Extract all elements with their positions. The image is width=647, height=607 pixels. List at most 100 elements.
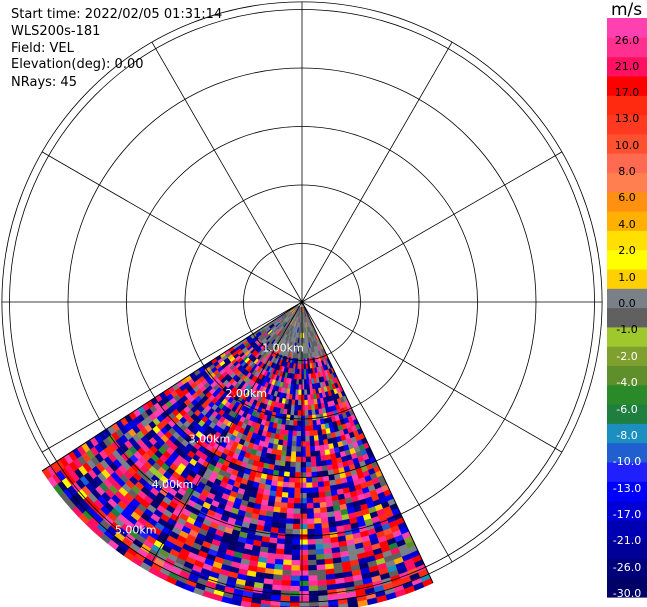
velocity-gate (274, 553, 284, 560)
velocity-gate (291, 539, 301, 546)
start-time-label: Start time: 2022/02/05 01:31:14 (11, 7, 223, 22)
velocity-gate (283, 549, 293, 556)
colorbar-tick-label: -6.0 (616, 403, 637, 416)
colorbar-segment (607, 423, 647, 444)
velocity-gate (286, 440, 293, 447)
velocity-gate (305, 466, 312, 473)
colorbar-segment (607, 230, 647, 251)
velocity-gate (328, 604, 339, 607)
colorbar-segment (607, 153, 647, 173)
velocity-gate (260, 603, 271, 607)
instrument-label: WLS200s-181 (11, 24, 101, 39)
colorbar-segment (607, 172, 647, 193)
velocity-gate (308, 595, 319, 602)
velocity-gate (299, 508, 308, 515)
velocity-gate (287, 497, 295, 504)
velocity-gate (300, 420, 306, 427)
velocity-gate (299, 544, 308, 551)
velocity-gate (319, 501, 327, 509)
velocity-gate (318, 439, 324, 446)
velocity-gate (285, 450, 292, 457)
velocity-gate (293, 497, 301, 504)
velocity-gate (300, 441, 306, 447)
velocity-gate (292, 430, 297, 437)
range-ring-label: 3.00km (189, 432, 231, 445)
velocity-gate (287, 487, 295, 494)
velocity-gate (317, 481, 325, 488)
colorbar-segment (607, 249, 647, 270)
velocity-gate (290, 565, 300, 571)
velocity-gate (299, 591, 309, 597)
colorbar-segment (607, 404, 647, 424)
colorbar-segment (607, 288, 647, 309)
velocity-gate (291, 544, 300, 551)
velocity-gate (300, 477, 307, 484)
velocity-gate (289, 466, 296, 473)
velocity-gate (274, 558, 284, 566)
velocity-gate (305, 373, 309, 380)
velocity-gate (310, 456, 317, 463)
velocity-gate (317, 434, 324, 441)
colorbar-tick-label: 2.0 (618, 244, 636, 257)
velocity-gate (272, 506, 281, 513)
colorbar-segment (607, 481, 647, 502)
velocity-gate (289, 471, 296, 478)
velocity-gate (290, 456, 296, 463)
colorbar-segment (607, 346, 647, 366)
colorbar-segment (607, 558, 647, 579)
velocity-gate (285, 518, 294, 525)
velocity-gate (300, 498, 307, 504)
velocity-gate (303, 373, 307, 380)
azimuth-spoke (301, 151, 563, 303)
colorbar-tick-label: -4.0 (616, 376, 637, 389)
velocity-gate (299, 492, 307, 499)
velocity-gate (314, 533, 323, 540)
velocity-gate (283, 466, 291, 473)
colorbar-tick-label: 26.0 (615, 34, 640, 47)
velocity-gate (293, 492, 301, 499)
colorbar-segment (607, 191, 647, 212)
velocity-gate (324, 495, 333, 503)
velocity-gate (309, 440, 315, 447)
colorbar-segment (607, 268, 647, 289)
velocity-gate (296, 435, 301, 442)
colorbar-tick-label: -2.0 (616, 350, 637, 363)
velocity-gate (306, 394, 311, 401)
velocity-gate (299, 580, 309, 587)
velocity-gate (295, 441, 302, 447)
velocity-gate (306, 384, 310, 390)
velocity-gate (318, 491, 326, 498)
velocity-gate (320, 517, 329, 524)
velocity-gate (304, 404, 309, 411)
velocity-gate (320, 522, 330, 529)
velocity-gate (297, 410, 302, 416)
velocity-gate (292, 518, 301, 525)
colorbar-segment (607, 384, 647, 405)
colorbar: -30.0 -26.0 -21.0 -17.0 -13.0 -10.0 -8.0 -6.0 -4… (607, 18, 647, 600)
velocity-gate (297, 405, 302, 411)
velocity-gate (294, 482, 301, 489)
velocity-gate (307, 539, 316, 546)
velocity-gate (320, 460, 327, 467)
velocity-gate (288, 482, 295, 489)
velocity-gate (303, 379, 307, 385)
velocity-gate (315, 554, 325, 561)
nrays-label: NRays: 45 (11, 75, 77, 90)
velocity-gate (305, 451, 311, 458)
velocity-gate (299, 529, 308, 535)
velocity-gate (308, 580, 318, 587)
velocity-gate (280, 585, 291, 592)
velocity-gate (299, 549, 309, 556)
velocity-gate (291, 549, 301, 556)
velocity-gate (319, 507, 328, 514)
velocity-gate (292, 420, 298, 427)
velocity-gate (315, 460, 322, 467)
velocity-gate (307, 399, 312, 406)
velocity-gate (300, 405, 305, 411)
velocity-gate (272, 574, 283, 581)
velocity-gate (305, 446, 311, 453)
velocity-gate (317, 595, 329, 602)
velocity-gate (321, 465, 328, 472)
velocity-gate (286, 507, 294, 514)
velocity-gate (315, 559, 326, 566)
